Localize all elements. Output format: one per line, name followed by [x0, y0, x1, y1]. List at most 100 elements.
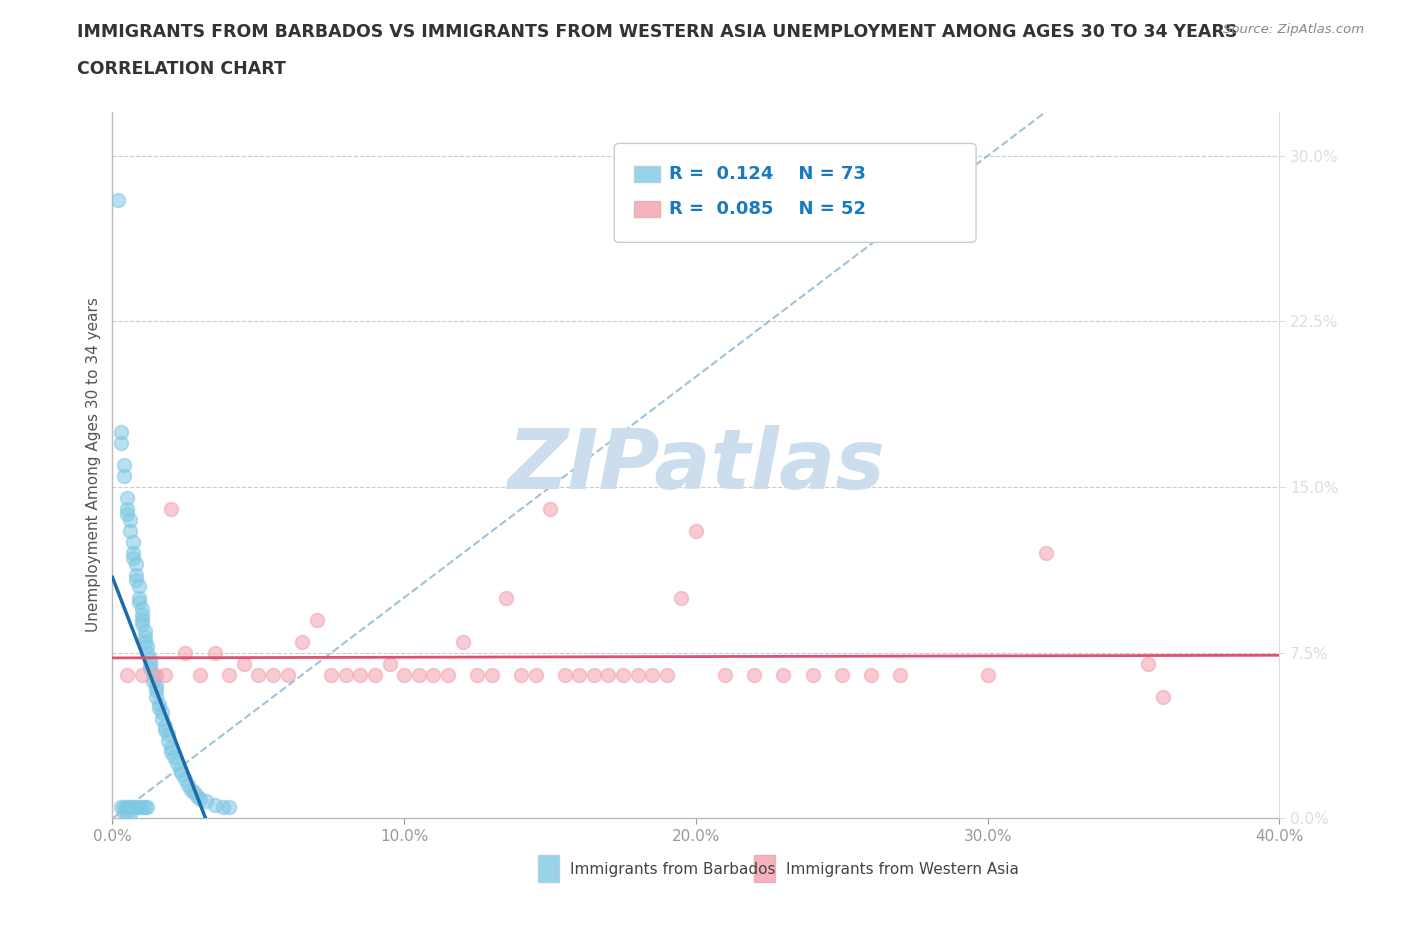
Point — [112, 458, 135, 472]
Point — [136, 645, 159, 660]
Point — [125, 568, 148, 583]
Point — [153, 718, 176, 733]
Point — [671, 591, 693, 605]
Point — [172, 766, 194, 781]
Point — [122, 535, 145, 550]
Point — [204, 798, 226, 813]
Point — [112, 804, 135, 819]
Text: Immigrants from Barbados: Immigrants from Barbados — [569, 862, 776, 877]
Point — [148, 700, 170, 715]
Point — [139, 660, 162, 675]
Point — [408, 668, 430, 683]
Point — [156, 727, 179, 742]
Point — [153, 668, 176, 683]
Point — [139, 652, 162, 667]
FancyBboxPatch shape — [538, 856, 560, 882]
Point — [801, 668, 824, 683]
Point — [169, 763, 191, 777]
Point — [125, 800, 148, 815]
FancyBboxPatch shape — [614, 143, 976, 243]
Point — [378, 657, 401, 671]
Point — [524, 668, 547, 683]
Point — [136, 800, 159, 815]
Point — [160, 502, 183, 517]
Point — [509, 668, 531, 683]
Point — [125, 573, 148, 588]
Point — [118, 524, 141, 538]
Point — [166, 756, 188, 771]
Point — [122, 546, 145, 561]
Point — [145, 683, 167, 698]
Point — [188, 668, 211, 683]
Point — [131, 617, 153, 631]
Point — [247, 668, 270, 683]
Point — [183, 785, 205, 800]
Point — [118, 800, 141, 815]
Point — [186, 789, 208, 804]
Point — [335, 668, 357, 683]
Point — [772, 668, 794, 683]
Point — [495, 591, 517, 605]
Point — [134, 630, 156, 644]
FancyBboxPatch shape — [634, 202, 659, 217]
Point — [1137, 657, 1160, 671]
Point — [465, 668, 488, 683]
Point — [364, 668, 387, 683]
Point — [627, 668, 650, 683]
Point — [568, 668, 591, 683]
Point — [160, 745, 183, 760]
Point — [451, 634, 474, 649]
Text: IMMIGRANTS FROM BARBADOS VS IMMIGRANTS FROM WESTERN ASIA UNEMPLOYMENT AMONG AGES: IMMIGRANTS FROM BARBADOS VS IMMIGRANTS F… — [77, 23, 1237, 41]
Point — [115, 491, 138, 506]
Point — [860, 668, 883, 683]
Point — [422, 668, 444, 683]
Point — [110, 800, 132, 815]
Point — [481, 668, 503, 683]
Point — [115, 806, 138, 821]
Point — [582, 668, 605, 683]
Text: R =  0.085    N = 52: R = 0.085 N = 52 — [669, 200, 866, 219]
Point — [1152, 689, 1174, 704]
Point — [321, 668, 343, 683]
Point — [598, 668, 620, 683]
Point — [110, 435, 132, 450]
Point — [122, 800, 145, 815]
Point — [145, 679, 167, 694]
Point — [232, 657, 254, 671]
Point — [305, 612, 328, 627]
Text: Immigrants from Western Asia: Immigrants from Western Asia — [786, 862, 1019, 877]
Point — [641, 668, 664, 683]
Point — [145, 668, 167, 683]
Point — [276, 668, 298, 683]
FancyBboxPatch shape — [755, 856, 775, 882]
Point — [112, 800, 135, 815]
Point — [150, 705, 173, 720]
Point — [110, 424, 132, 439]
Point — [262, 668, 284, 683]
Point — [128, 579, 150, 594]
Point — [153, 723, 176, 737]
Point — [115, 800, 138, 815]
Point — [177, 777, 200, 792]
Point — [115, 506, 138, 521]
Point — [437, 668, 460, 683]
Point — [131, 800, 153, 815]
Point — [142, 674, 165, 689]
Point — [115, 668, 138, 683]
Point — [218, 668, 240, 683]
Point — [136, 639, 159, 654]
Text: ZIPatlas: ZIPatlas — [508, 424, 884, 506]
Text: Source: ZipAtlas.com: Source: ZipAtlas.com — [1223, 23, 1364, 36]
FancyBboxPatch shape — [634, 166, 659, 181]
Point — [538, 502, 561, 517]
Point — [204, 645, 226, 660]
Point — [142, 668, 165, 683]
Point — [125, 557, 148, 572]
Point — [128, 591, 150, 605]
Point — [163, 750, 186, 764]
Point — [118, 806, 141, 821]
Point — [122, 551, 145, 565]
Point — [107, 193, 129, 207]
Point — [134, 800, 156, 815]
Point — [212, 800, 235, 815]
